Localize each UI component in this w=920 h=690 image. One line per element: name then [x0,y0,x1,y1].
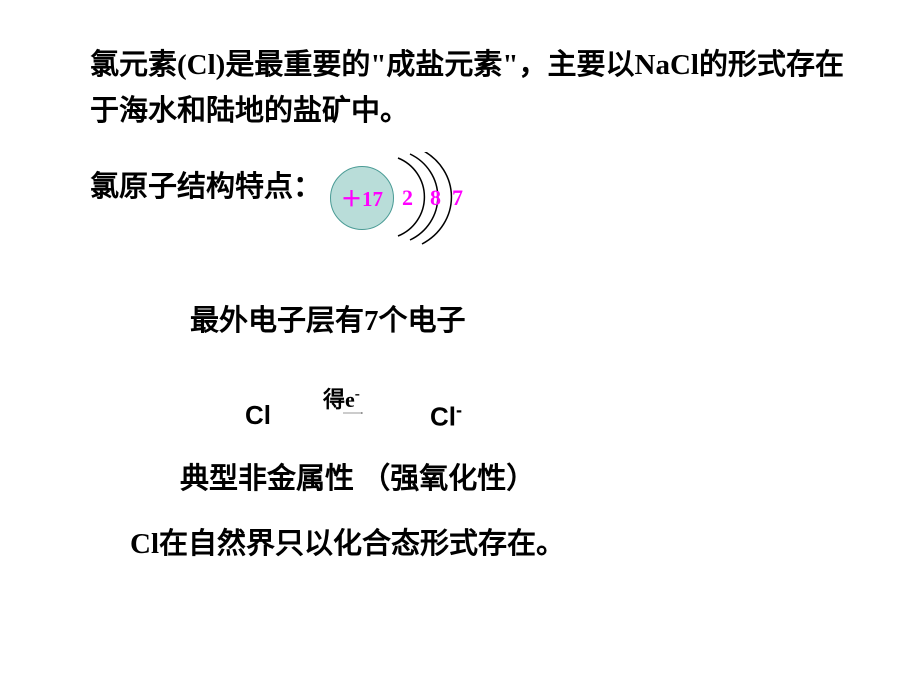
shell-3: 7 [452,185,463,211]
shell-2: 8 [430,185,441,211]
reaction-arrow-icon [303,412,403,414]
arrow-label: 得e- [323,382,360,414]
intro-text: 氯元素(Cl)是最重要的"成盐元素"，主要以NaCl的形式存在于海水和陆地的盐矿… [90,42,850,135]
label-sup: - [355,386,360,403]
nature-text: Cl在自然界只以化合态形式存在。 [130,520,565,562]
product-sup: - [456,400,462,420]
reactant-cl: Cl [245,400,271,431]
atom-diagram: ＋17 2 8 7 [320,152,520,242]
nucleus: ＋17 [330,166,394,230]
nucleus-charge: ＋17 [341,183,383,213]
shell-1: 2 [402,185,413,211]
reaction-equation: Cl 得e - Cl- [245,390,545,440]
product-cl: Cl [430,402,456,432]
label-prefix: 得 [323,387,345,412]
product-cl-ion: Cl- [430,400,462,433]
outer-shell-text: 最外电子层有7个电子 [190,297,466,339]
nonmetal-text: 典型非金属性 （强氧化性） [180,455,535,497]
label-e: e [345,387,355,412]
